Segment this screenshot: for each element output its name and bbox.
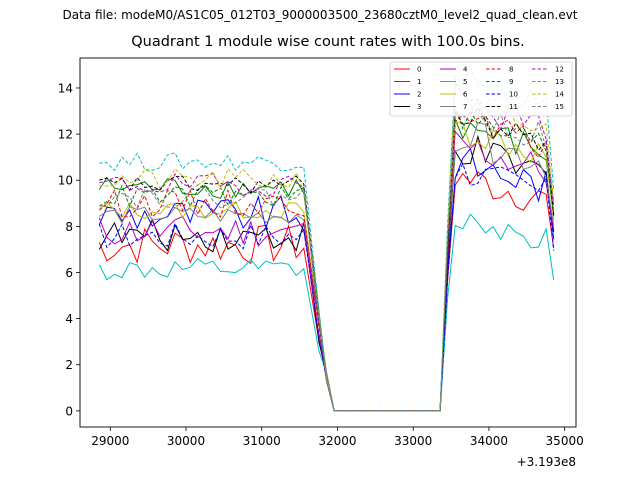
legend-label-7: 7: [463, 103, 467, 111]
legend-box: [389, 61, 573, 117]
x-tick-label: 35000: [546, 434, 584, 448]
x-tick-label: 30000: [167, 434, 205, 448]
x-axis: 29000 30000 31000 32000 33000 34000 35000: [91, 427, 584, 448]
legend-label-5: 5: [463, 78, 467, 86]
series-line-11: [99, 107, 555, 412]
series-line-12: [99, 81, 555, 412]
y-tick-label: 12: [58, 128, 73, 142]
chart-title: Quadrant 1 module wise count rates with …: [131, 34, 525, 50]
legend-label-9: 9: [509, 78, 513, 86]
series-line-15: [99, 97, 555, 412]
data-file-title: Data file: modeM0/AS1C05_012T03_90000035…: [62, 8, 578, 22]
x-tick-label: 29000: [91, 434, 129, 448]
y-tick-label: 0: [65, 404, 73, 418]
x-tick-label: 34000: [470, 434, 508, 448]
series-lines: [98, 67, 555, 412]
legend-label-13: 13: [555, 78, 564, 86]
legend-label-3: 3: [417, 103, 421, 111]
legend-label-6: 6: [463, 91, 468, 99]
legend-label-14: 14: [555, 91, 564, 99]
y-tick-label: 4: [65, 312, 73, 326]
y-tick-label: 2: [65, 358, 73, 372]
legend-label-10: 10: [509, 91, 518, 99]
legend-label-2: 2: [417, 91, 421, 99]
y-tick-label: 10: [58, 174, 73, 188]
series-line-6: [98, 121, 555, 412]
x-tick-label: 33000: [394, 434, 432, 448]
x-tick-label: 32000: [318, 434, 356, 448]
legend-label-15: 15: [555, 103, 564, 111]
series-line-9: [99, 106, 555, 412]
legend-label-11: 11: [509, 103, 518, 111]
legend-label-0: 0: [417, 66, 421, 74]
series-line-13: [99, 67, 555, 412]
legend-label-12: 12: [555, 66, 564, 74]
y-tick-label: 6: [65, 266, 73, 280]
legend-label-1: 1: [417, 78, 421, 86]
y-tick-label: 8: [65, 220, 73, 234]
y-tick-label: 14: [58, 81, 73, 95]
series-line-14: [99, 82, 555, 412]
series-line-7: [99, 122, 555, 412]
legend-label-4: 4: [463, 66, 468, 74]
x-offset-label: +3.193e8: [517, 455, 576, 469]
y-axis: 0 2 4 6 8 10 12 14: [58, 81, 80, 418]
legend-label-8: 8: [509, 66, 513, 74]
x-tick-label: 31000: [243, 434, 281, 448]
plot-frame: [79, 57, 577, 428]
